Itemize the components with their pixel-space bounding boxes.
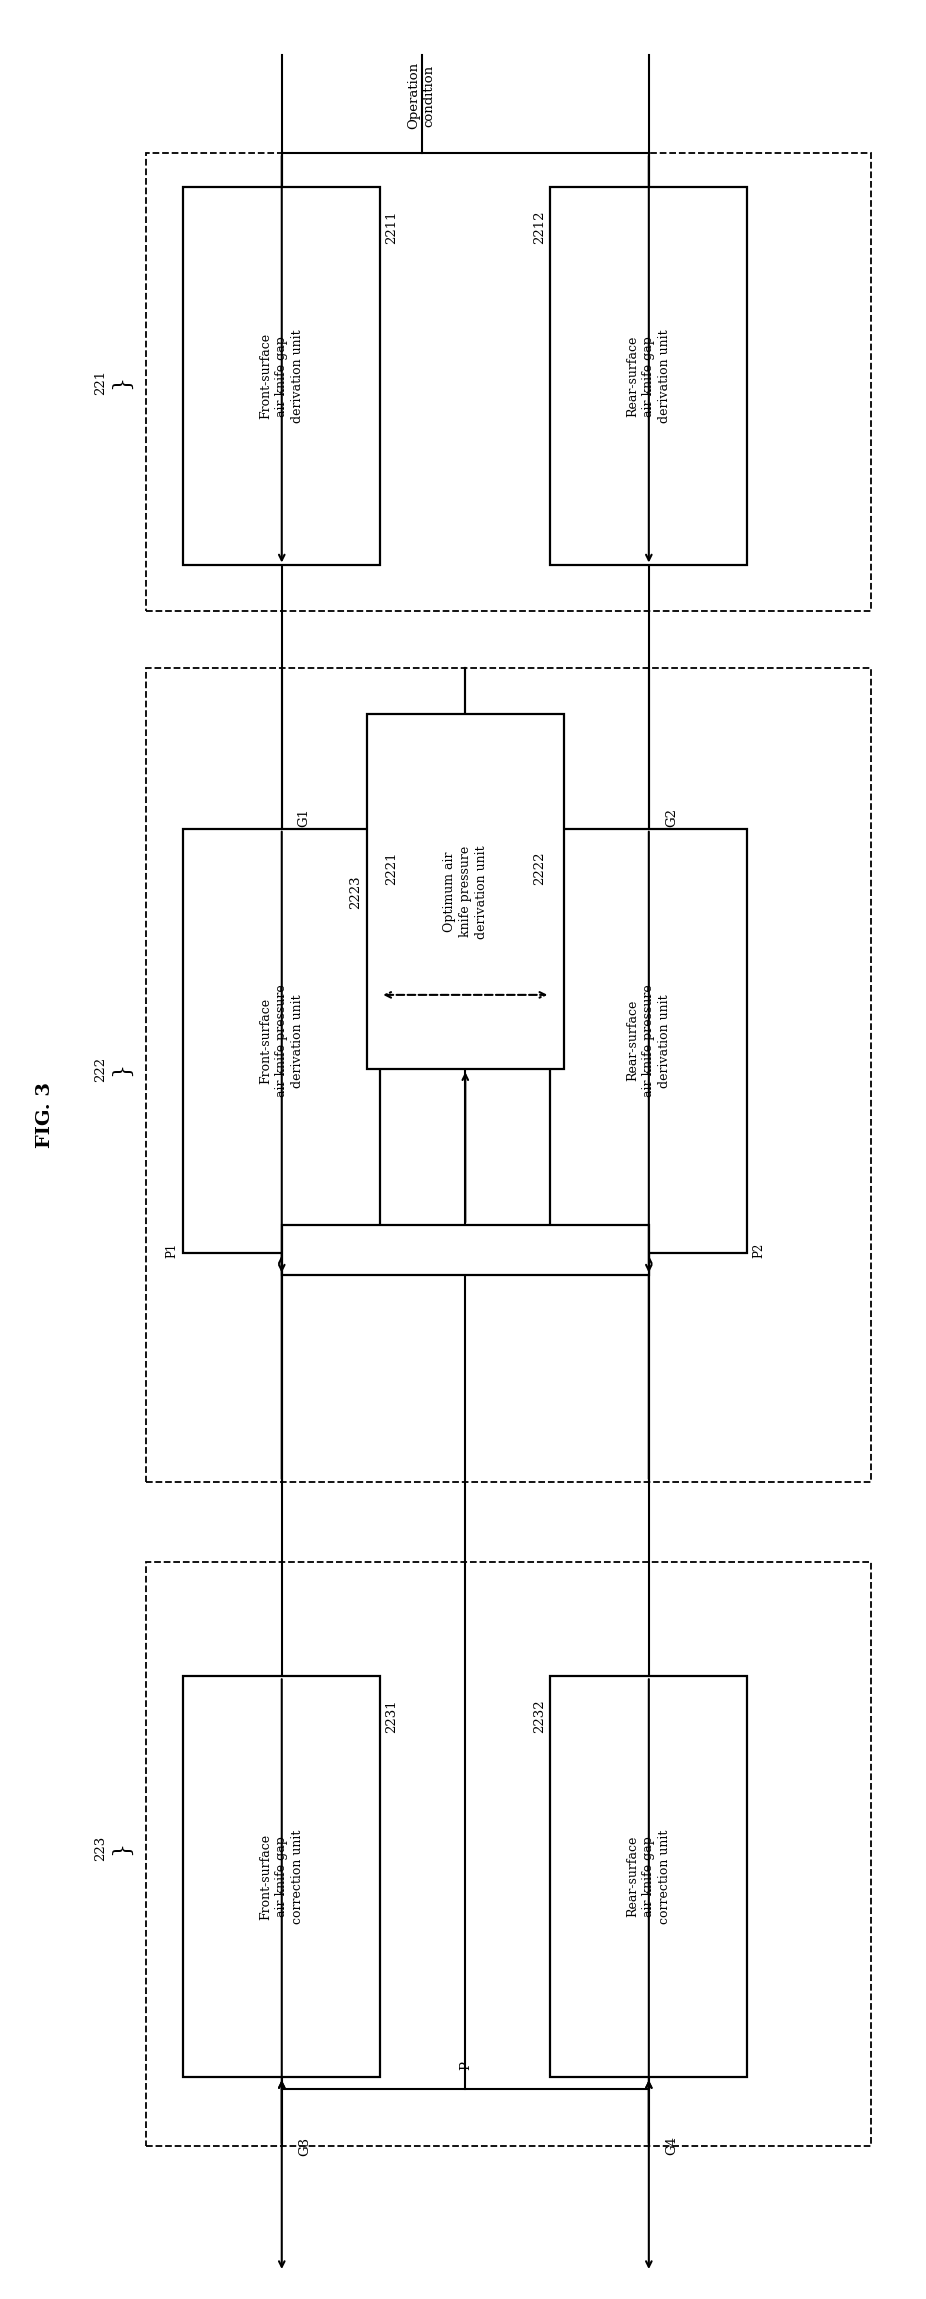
Text: G3: G3 xyxy=(298,2136,311,2156)
Bar xyxy=(550,830,747,1253)
Bar xyxy=(183,830,381,1253)
Text: 2222: 2222 xyxy=(532,851,545,885)
Bar xyxy=(183,1676,381,2078)
Bar xyxy=(146,669,871,1481)
Bar xyxy=(367,715,564,1069)
Text: G1: G1 xyxy=(298,807,311,828)
Text: 2232: 2232 xyxy=(532,1699,545,1733)
Text: }: } xyxy=(109,1062,131,1076)
Text: 2212: 2212 xyxy=(532,209,545,244)
Text: Front-surface
air knife pressure
derivation unit: Front-surface air knife pressure derivat… xyxy=(259,984,305,1097)
Text: 221: 221 xyxy=(94,370,107,395)
Text: 2231: 2231 xyxy=(385,1699,398,1733)
Text: FIG. 3: FIG. 3 xyxy=(36,1083,55,1147)
Text: Front-surface
air knife gap
correction unit: Front-surface air knife gap correction u… xyxy=(259,1830,305,1924)
Text: P: P xyxy=(458,2062,471,2071)
Bar xyxy=(282,1225,649,1276)
Text: }: } xyxy=(109,1841,131,1855)
Text: Optimum air
knife pressure
derivation unit: Optimum air knife pressure derivation un… xyxy=(443,846,488,938)
Text: }: } xyxy=(109,375,131,389)
Text: 2211: 2211 xyxy=(385,209,398,244)
Bar xyxy=(550,1676,747,2078)
Text: Operation
condition: Operation condition xyxy=(407,62,436,129)
Text: 2223: 2223 xyxy=(349,876,362,908)
Text: G2: G2 xyxy=(665,807,678,828)
Text: P2: P2 xyxy=(752,1244,765,1258)
Bar xyxy=(183,189,381,566)
Text: Rear-surface
air knife gap
derivation unit: Rear-surface air knife gap derivation un… xyxy=(626,329,671,423)
Text: Front-surface
air knife gap
derivation unit: Front-surface air knife gap derivation u… xyxy=(259,329,305,423)
Text: 223: 223 xyxy=(94,1835,107,1860)
Bar xyxy=(550,189,747,566)
Bar xyxy=(146,1561,871,2145)
Text: 2221: 2221 xyxy=(385,851,398,885)
Text: 222: 222 xyxy=(94,1058,107,1083)
Text: Rear-surface
air knife pressure
derivation unit: Rear-surface air knife pressure derivati… xyxy=(626,984,671,1097)
Text: Rear-surface
air knife gap
correction unit: Rear-surface air knife gap correction un… xyxy=(626,1830,671,1924)
Bar xyxy=(146,154,871,612)
Text: P1: P1 xyxy=(166,1244,179,1258)
Text: G4: G4 xyxy=(665,2136,678,2156)
